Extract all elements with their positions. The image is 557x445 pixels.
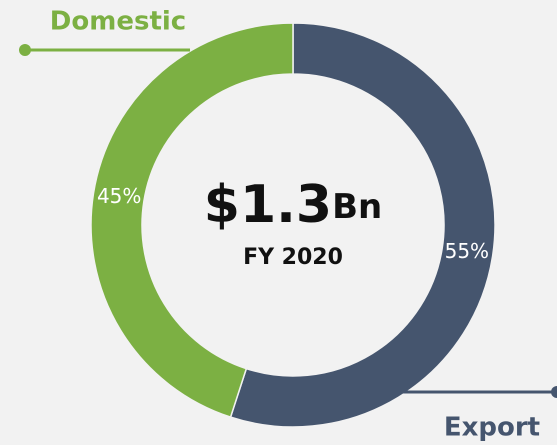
legend-label: Export: [444, 413, 540, 443]
leader-dot: [19, 44, 31, 56]
center-amount: $1.3: [204, 175, 332, 235]
data-label: 45%: [97, 184, 141, 208]
donut-slice: [90, 22, 294, 419]
donut: 55% 45%: [90, 22, 496, 428]
center-unit: Bn: [332, 187, 382, 227]
legend-label: Domestic: [50, 7, 186, 37]
leader-dot: [551, 386, 557, 398]
donut-slice: [229, 22, 496, 428]
center-value: $1.3Bn: [204, 175, 382, 235]
center-subtitle: FY 2020: [243, 245, 343, 270]
data-label: 55%: [445, 239, 489, 263]
